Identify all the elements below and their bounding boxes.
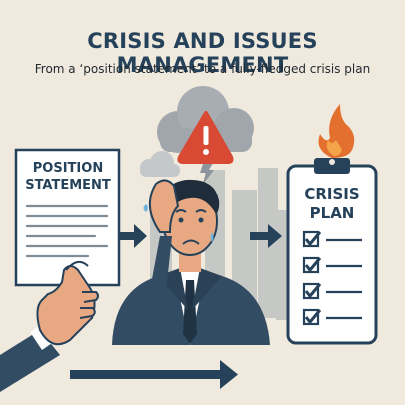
right-arrow-icon	[118, 224, 147, 248]
checkbox-checked-icon	[304, 257, 322, 273]
hand-holding-document	[0, 260, 99, 392]
crisis-plan-checklist	[302, 230, 362, 326]
checklist-item	[302, 230, 362, 248]
right-arrow-icon	[250, 224, 282, 248]
worried-businessman	[112, 179, 270, 345]
checklist-item	[302, 308, 362, 326]
page-subtitle: From a ‘position statement’ to a fully-f…	[34, 62, 371, 76]
position-statement-document	[14, 148, 121, 287]
crisis-plan-clipboard	[286, 104, 378, 345]
position-statement-title-line1: POSITION	[32, 161, 104, 176]
checklist-item	[302, 256, 362, 274]
checkbox-checked-icon	[304, 231, 322, 247]
flame-icon	[318, 104, 355, 158]
position-statement-title-line2: STATEMENT	[25, 178, 111, 193]
page-title: CRISIS AND ISSUES MANAGEMENT	[87, 29, 318, 77]
checkbox-checked-icon	[304, 283, 322, 299]
checkbox-checked-icon	[304, 309, 322, 325]
crisis-plan-title-line2: PLAN	[309, 204, 355, 222]
right-arrow-icon	[70, 360, 238, 389]
crisis-plan-title-line1: CRISIS	[304, 185, 360, 203]
storm-cloud	[140, 86, 254, 186]
checklist-item	[302, 282, 362, 300]
warning-triangle-icon	[177, 111, 234, 164]
document-text-lines	[25, 204, 109, 258]
